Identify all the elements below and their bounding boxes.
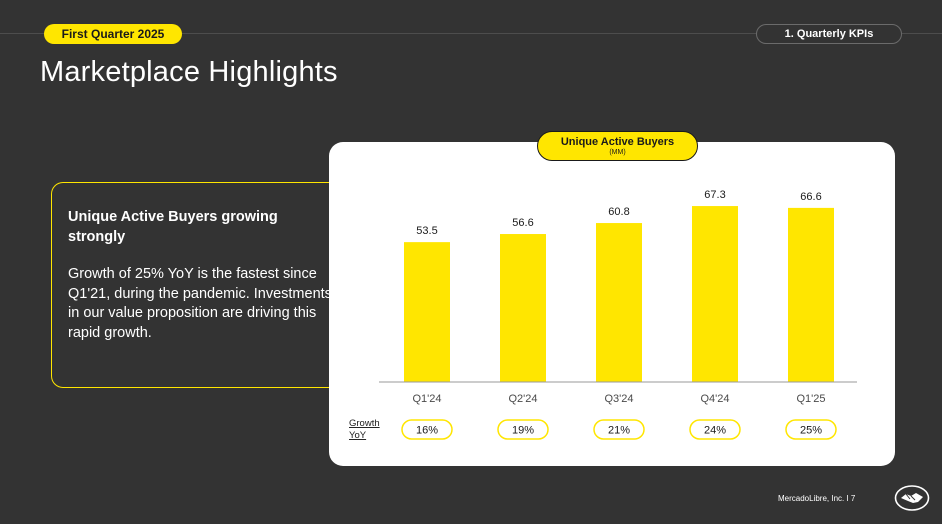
period-badge: First Quarter 2025 — [44, 24, 182, 44]
bar-value-label: 56.6 — [512, 217, 533, 229]
insight-body: Growth of 25% YoY is the fastest since Q… — [68, 266, 332, 341]
bar-value-label: 60.8 — [608, 206, 629, 218]
growth-pill — [785, 419, 837, 440]
bar — [404, 242, 450, 382]
growth-pill — [497, 419, 549, 440]
insight-heading: Unique Active Buyers growing strongly — [68, 209, 278, 245]
growth-row-label: Growth — [349, 418, 380, 429]
bar-value-label: 67.3 — [704, 189, 725, 201]
growth-value: 19% — [512, 425, 534, 437]
growth-pill — [401, 419, 453, 440]
bar — [596, 223, 642, 382]
growth-pill — [689, 419, 741, 440]
bar — [692, 206, 738, 382]
header-divider — [0, 33, 942, 34]
chart-title: Unique Active Buyers — [560, 135, 675, 148]
insight-box: Unique Active Buyers growing strongly Gr… — [51, 182, 351, 388]
growth-row-label-yoy: YoY — [349, 430, 367, 441]
handshake-icon — [894, 485, 930, 511]
growth-pill — [593, 419, 645, 440]
growth-value: 24% — [704, 425, 726, 437]
growth-value: 21% — [608, 425, 630, 437]
x-tick-label: Q3'24 — [604, 393, 633, 405]
x-tick-label: Q1'25 — [796, 393, 825, 405]
bar — [788, 207, 834, 382]
x-tick-label: Q4'24 — [700, 393, 729, 405]
footer-text: MercadoLibre, Inc. I 7 — [778, 494, 856, 503]
x-tick-label: Q2'24 — [508, 393, 537, 405]
growth-value: 25% — [800, 425, 822, 437]
chart-card: 53.5 Q1'24 16% 56.6 Q2'24 19% 60.8 Q3'24 21% 67.3… — [329, 142, 895, 466]
chart-title-badge: Unique Active Buyers (MM) — [537, 131, 698, 161]
section-badge: 1. Quarterly KPIs — [756, 24, 902, 44]
page-title: Marketplace Highlights — [40, 56, 338, 88]
x-tick-label: Q1'24 — [412, 393, 441, 405]
growth-value: 16% — [416, 425, 438, 437]
bar-chart: 53.5 Q1'24 16% 56.6 Q2'24 19% 60.8 Q3'24 21% 67.3… — [349, 189, 857, 441]
bar-value-label: 53.5 — [416, 225, 437, 237]
bar-value-label: 66.6 — [800, 191, 821, 203]
chart-subtitle: (MM) — [609, 148, 626, 156]
bar — [500, 234, 546, 382]
